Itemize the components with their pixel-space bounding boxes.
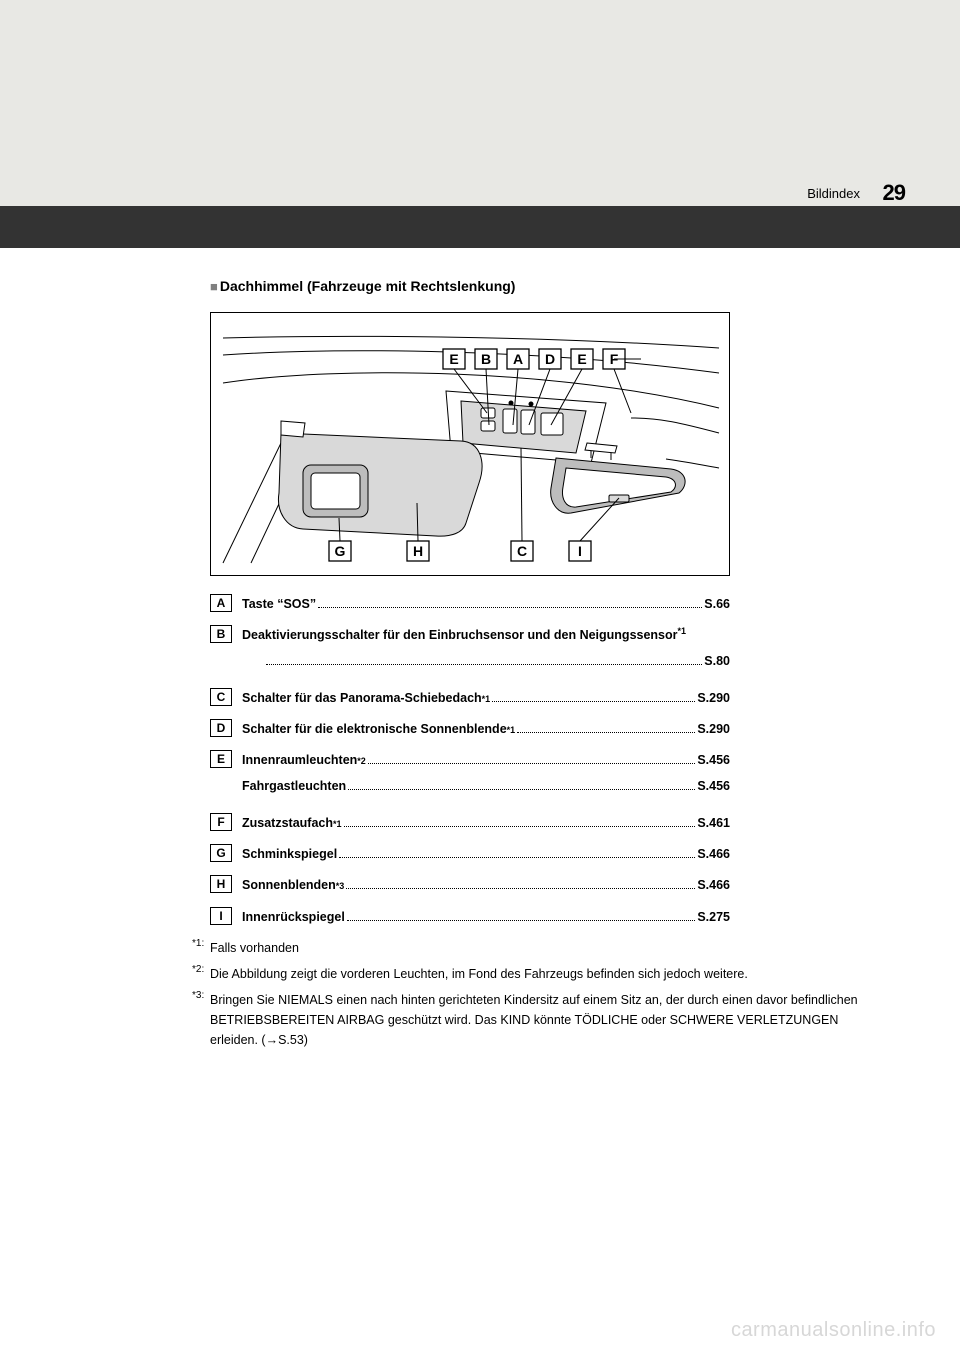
- item-letter-box: C: [210, 688, 232, 706]
- item-letter-box: G: [210, 844, 232, 862]
- footnote-text: Die Abbildung zeigt die vorderen Leuchte…: [210, 964, 872, 984]
- svg-text:B: B: [481, 351, 491, 367]
- diagram-svg: EBADEF GHCI: [211, 313, 731, 577]
- item-letter-box: A: [210, 594, 232, 612]
- item-text: Schminkspiegel S.466: [242, 844, 730, 865]
- section-name: Bildindex: [807, 186, 860, 201]
- dark-band: [0, 206, 960, 248]
- item-text: Innenraumleuchten*2 S.456Fahrgastleuchte…: [242, 750, 730, 797]
- index-item: H Sonnenblenden*3 S.466: [210, 875, 730, 896]
- svg-text:H: H: [413, 543, 423, 559]
- item-text: Sonnenblenden*3 S.466: [242, 875, 730, 896]
- svg-text:D: D: [545, 351, 555, 367]
- item-letter-box: H: [210, 875, 232, 893]
- item-list: A Taste “SOS” S.66 B Deaktivierungsschalter…: [210, 594, 730, 928]
- header-band: Bildindex 29: [0, 0, 960, 206]
- index-item: D Schalter für die elektronische Sonnenbl…: [210, 719, 730, 740]
- footnotes: *1: Falls vorhanden*2: Die Abbildung zei…: [192, 938, 872, 1050]
- page-number: 29: [883, 180, 905, 206]
- index-item: C Schalter für das Panorama-Schiebedach*1…: [210, 688, 730, 709]
- index-item: B Deaktivierungsschalter für den Einbruch…: [210, 625, 730, 672]
- item-letter-box: F: [210, 813, 232, 831]
- item-text: Schalter für die elektronische Sonnenble…: [242, 719, 730, 740]
- content-area: ■Dachhimmel (Fahrzeuge mit Rechtslenkung…: [0, 248, 960, 1050]
- footnote-text: Falls vorhanden: [210, 938, 872, 958]
- section-title-text: Dachhimmel (Fahrzeuge mit Rechtslenkung): [220, 278, 516, 294]
- footnote: *3: Bringen Sie NIEMALS einen nach hinte…: [192, 990, 872, 1050]
- svg-text:I: I: [578, 543, 582, 559]
- svg-text:G: G: [335, 543, 346, 559]
- item-text: Taste “SOS” S.66: [242, 594, 730, 615]
- item-text: Deaktivierungsschalter für den Einbruchs…: [242, 625, 730, 672]
- item-letter-box: D: [210, 719, 232, 737]
- svg-text:E: E: [449, 351, 458, 367]
- item-text: Schalter für das Panorama-Schiebedach*1 …: [242, 688, 730, 709]
- index-item: E Innenraumleuchten*2 S.456Fahrgastleucht…: [210, 750, 730, 797]
- headliner-diagram: EBADEF GHCI: [210, 312, 730, 576]
- footnote-mark: *1:: [192, 936, 210, 956]
- svg-text:A: A: [513, 351, 523, 367]
- watermark: carmanualsonline.info: [731, 1319, 936, 1342]
- item-text: Zusatzstaufach*1 S.461: [242, 813, 730, 834]
- item-letter-box: E: [210, 750, 232, 768]
- svg-text:E: E: [577, 351, 586, 367]
- footnote-text: Bringen Sie NIEMALS einen nach hinten ge…: [210, 990, 872, 1050]
- footnote: *1: Falls vorhanden: [192, 938, 872, 958]
- square-marker-icon: ■: [210, 279, 218, 294]
- svg-text:C: C: [517, 543, 527, 559]
- section-title: ■Dachhimmel (Fahrzeuge mit Rechtslenkung…: [210, 278, 850, 294]
- footnote-mark: *2:: [192, 962, 210, 982]
- index-item: G Schminkspiegel S.466: [210, 844, 730, 865]
- item-text: Innenrückspiegel S.275: [242, 907, 730, 928]
- footnote-mark: *3:: [192, 988, 210, 1048]
- index-item: A Taste “SOS” S.66: [210, 594, 730, 615]
- item-letter-box: B: [210, 625, 232, 643]
- index-item: F Zusatzstaufach*1 S.461: [210, 813, 730, 834]
- index-item: I Innenrückspiegel S.275: [210, 907, 730, 928]
- footnote: *2: Die Abbildung zeigt die vorderen Leu…: [192, 964, 872, 984]
- item-letter-box: I: [210, 907, 232, 925]
